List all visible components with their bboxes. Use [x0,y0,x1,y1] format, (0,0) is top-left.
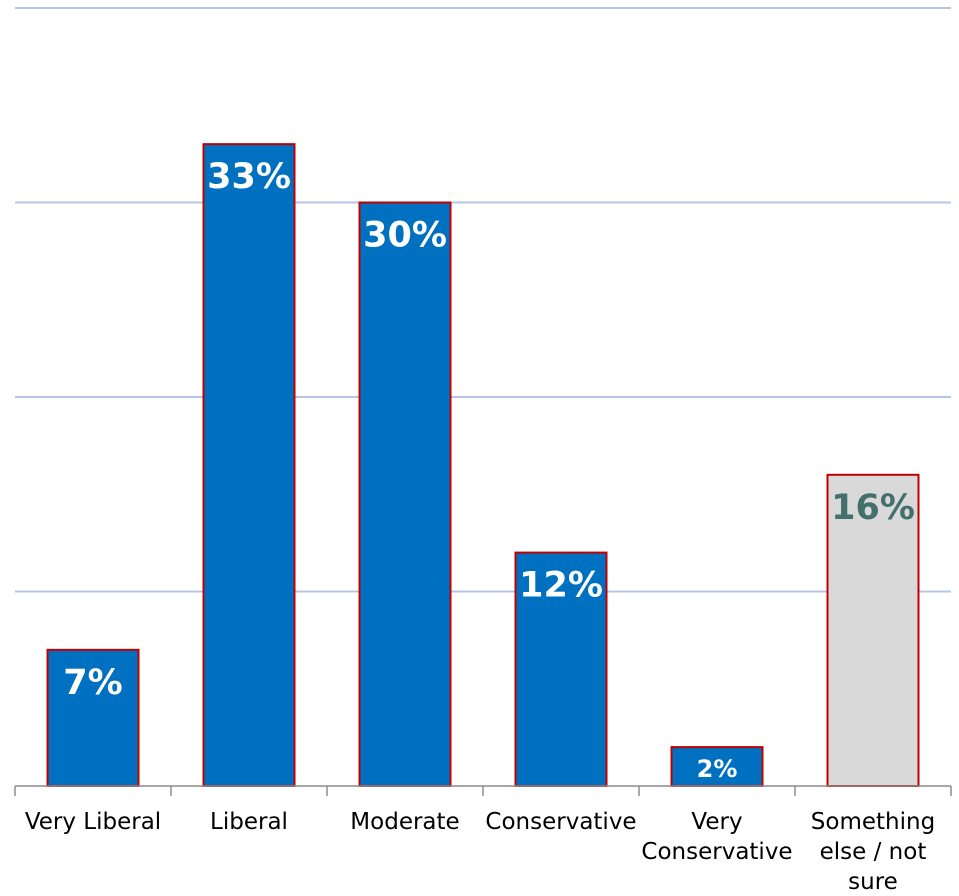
data-label: 16% [831,488,915,528]
bar [826,473,920,787]
data-label: 2% [697,755,738,783]
bar [46,648,140,787]
category-label: Very Conservative [641,809,792,865]
data-label: 7% [63,663,122,703]
x-axis: Very Liberal Liberal Moderate Conservative V… [14,785,952,895]
bars [46,143,920,787]
bar [670,746,764,787]
data-label: 30% [363,216,447,256]
data-labels: 7% 33% 30% 12% 2% 16% [63,157,915,783]
bar [358,201,452,787]
category-label: Something else / not sure [811,809,935,895]
data-label: 33% [207,157,291,197]
category-label: Conservative [485,809,636,835]
category-label: Moderate [350,809,459,835]
bar [202,143,296,787]
data-label: 12% [519,566,603,606]
gridlines [15,7,951,593]
category-label: Very Liberal [25,809,161,835]
category-label: Liberal [210,809,288,835]
